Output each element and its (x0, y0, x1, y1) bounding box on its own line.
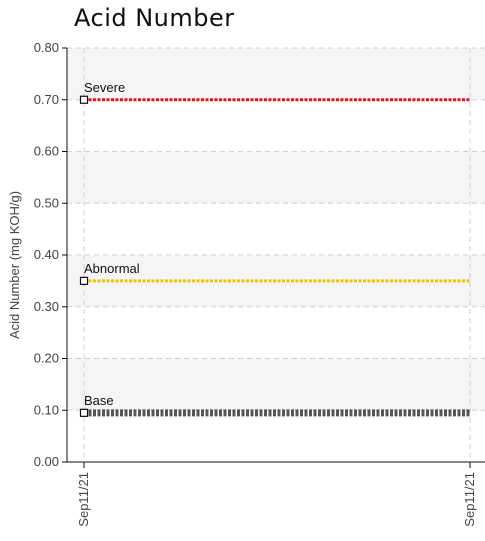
y-tick-label: 0.80 (34, 40, 59, 55)
grid-band (67, 151, 485, 204)
y-tick-label: 0.60 (34, 144, 59, 159)
y-tick-label: 0.10 (34, 402, 59, 417)
grid-band (67, 99, 485, 152)
y-tick-label: 0.40 (34, 247, 59, 262)
chart-title: Acid Number (74, 4, 235, 32)
y-tick-label: 0.70 (34, 92, 59, 107)
y-tick-label: 0.50 (34, 195, 59, 210)
y-axis-label: Acid Number (mg KOH/g) (7, 191, 22, 339)
series-marker-severe (79, 95, 89, 104)
series-label-base: Base (84, 393, 114, 408)
series-label-abnormal: Abnormal (84, 261, 140, 276)
grid-band (67, 306, 485, 359)
series-label-severe: Severe (84, 80, 125, 95)
grid-band (67, 410, 485, 462)
series-marker-abnormal (79, 276, 89, 285)
y-tick-label: 0.30 (34, 299, 59, 314)
x-tick-label: Sep11/21 (76, 472, 91, 527)
grid-band (67, 203, 485, 255)
grid-band (67, 48, 485, 100)
y-tick-label: 0.00 (34, 454, 59, 469)
series-marker-base (79, 408, 89, 417)
grid-band (67, 358, 485, 411)
y-tick-label: 0.20 (34, 351, 59, 366)
x-tick-label: Sep11/21 (462, 472, 477, 527)
